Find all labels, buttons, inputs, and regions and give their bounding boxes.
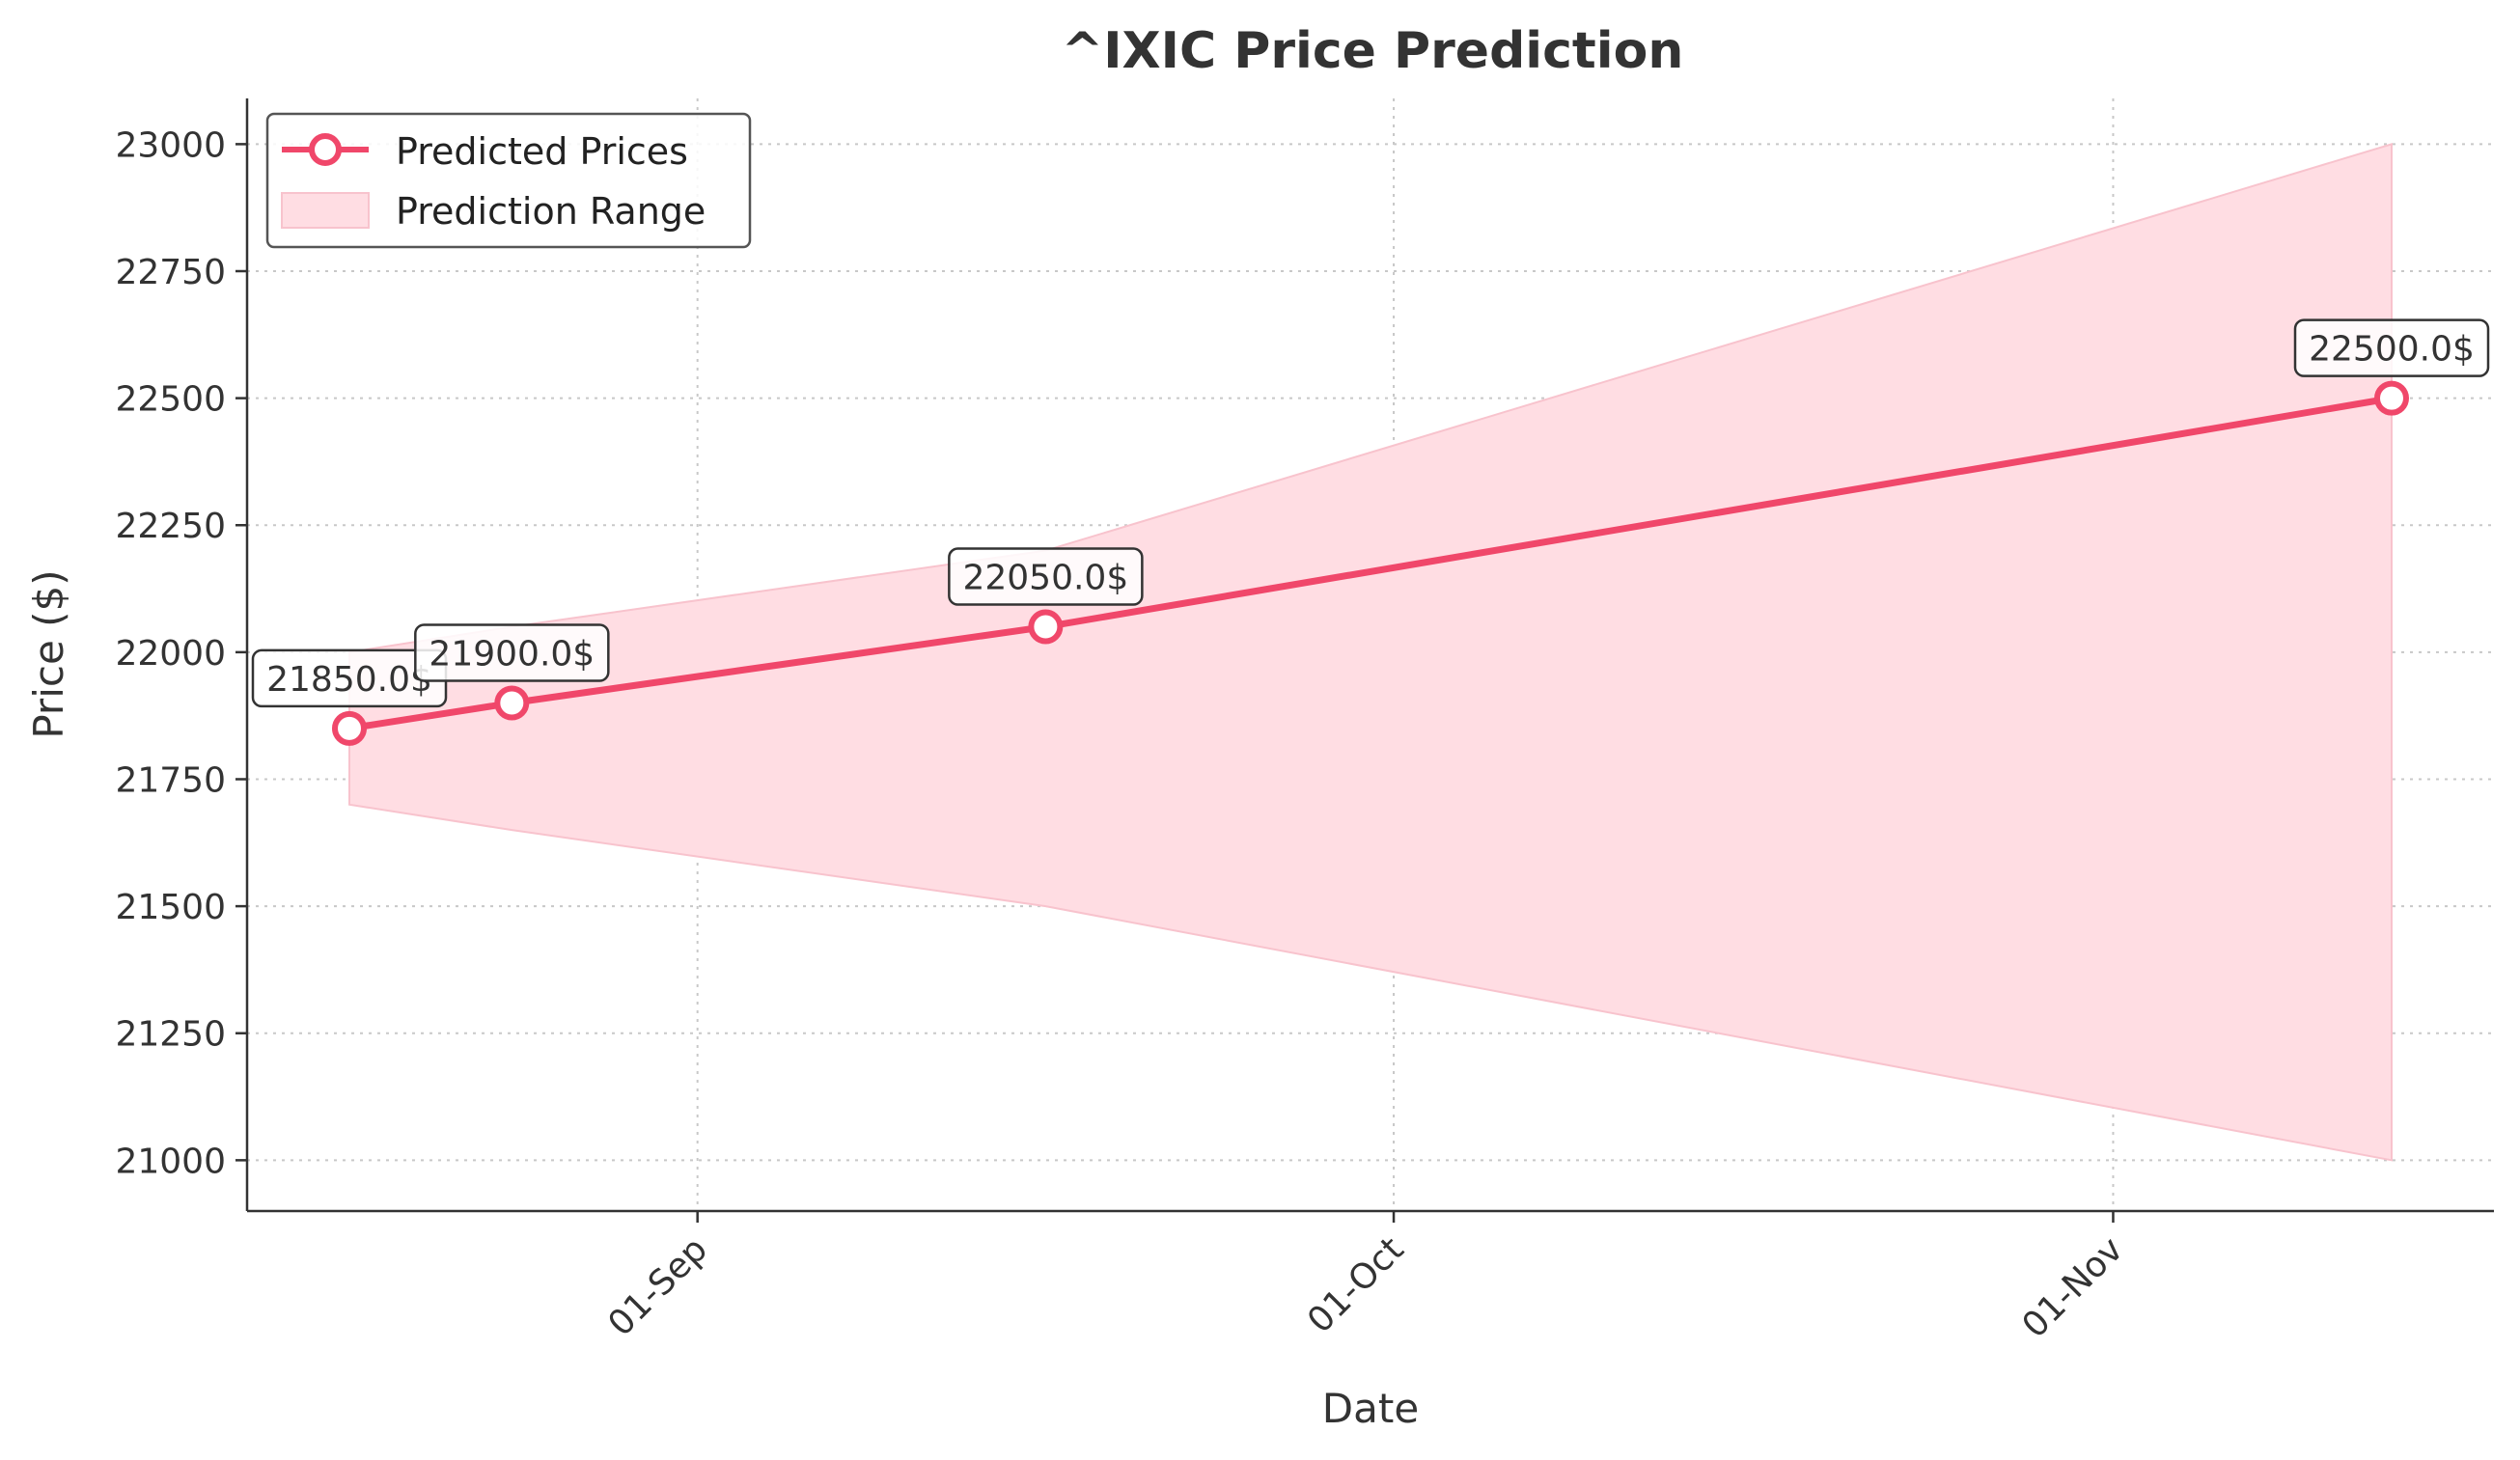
predicted-point <box>332 710 367 746</box>
prediction-range-area <box>348 143 2393 1162</box>
predicted-point <box>2374 380 2409 416</box>
y-ticks: 21000 21250 21500 21750 22000 22250 22500 22750… <box>115 125 247 1181</box>
predicted-point <box>1028 609 1064 645</box>
data-label-box <box>948 547 1144 606</box>
y-tick-label: 22500 <box>115 380 226 420</box>
x-ticks: 01-Sep 01-Oct 01-Nov <box>600 1211 2131 1346</box>
legend-marker-swatch <box>309 133 342 166</box>
y-tick-label: 21250 <box>115 1015 226 1055</box>
y-tick-label: 21750 <box>115 760 226 800</box>
prediction-range-layer <box>348 143 2393 1162</box>
y-tick-label: 23000 <box>115 125 226 165</box>
predicted-line-segment <box>508 623 1049 707</box>
legend-label-range: Prediction Range <box>396 190 706 233</box>
x-tick-label: 01-Oct <box>1300 1229 1411 1340</box>
y-axis-label: Price ($) <box>25 569 72 738</box>
chart-title: ^IXIC Price Prediction <box>1062 22 1684 80</box>
legend-frame <box>265 112 752 249</box>
data-label-box <box>414 623 610 682</box>
y-tick-label: 21500 <box>115 888 226 927</box>
axes <box>245 98 2494 1213</box>
data-label: 22500.0$ <box>2309 330 2475 370</box>
y-tick-label: 21000 <box>115 1142 226 1181</box>
legend-area-swatch <box>281 192 370 229</box>
data-points <box>332 380 2409 746</box>
y-tick-label: 22250 <box>115 507 226 546</box>
x-tick-label: 01-Nov <box>2015 1229 2131 1345</box>
predicted-line-segment <box>346 700 515 732</box>
predicted-line-layer <box>346 395 2395 732</box>
y-tick-label: 22000 <box>115 634 226 674</box>
x-axis-label: Date <box>1322 1385 1419 1432</box>
data-label: 21900.0$ <box>429 635 595 675</box>
data-label: 22050.0$ <box>962 559 1128 598</box>
legend: Predicted Prices Prediction Range <box>265 112 752 249</box>
data-label-box <box>2293 318 2490 377</box>
legend-label-predicted: Predicted Prices <box>396 130 688 173</box>
y-tick-label: 22750 <box>115 253 226 292</box>
predicted-point <box>494 685 530 721</box>
predicted-line-segment <box>1041 395 2395 631</box>
x-tick-label: 01-Sep <box>600 1229 715 1344</box>
data-label: 21850.0$ <box>266 660 432 700</box>
data-labels: 21850.0$21900.0$ 22050.0$ 22500.0$ <box>251 318 2490 708</box>
